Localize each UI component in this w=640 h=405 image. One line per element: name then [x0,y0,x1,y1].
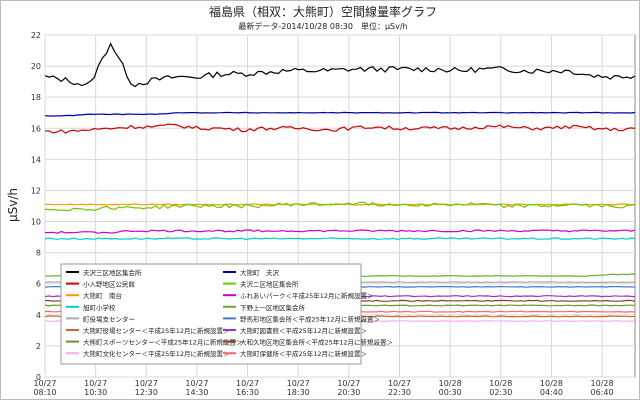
y-tick-label: 12 [31,186,41,195]
x-tick-time: 20:30 [337,388,360,397]
x-tick-date: 10/27 [388,379,411,388]
x-tick-time: 04:40 [540,388,563,397]
x-tick-time: 14:30 [185,388,208,397]
legend-entry: ふれあいパーク＜平成25年12月に新規設置＞ [240,291,374,300]
x-tick-date: 10/28 [489,379,512,388]
x-tick-time: 00:30 [439,388,462,397]
x-tick-time: 10:30 [84,388,107,397]
y-tick-label: 16 [31,124,41,133]
legend-entry: 下野上一区地区集会所 [240,303,306,312]
y-tick-label: 4 [36,311,41,320]
x-tick-date: 10/27 [236,379,259,388]
series-line [44,201,636,212]
legend-entry: 夫沢三区地区集会所 [83,268,142,277]
x-tick-date: 10/27 [185,379,208,388]
y-tick-label: 20 [31,62,41,71]
axes: 024681012141618202210/2708:1010/2710:301… [31,31,614,397]
y-tick-label: 10 [31,218,41,227]
legend-entry: 小入野地区公民館 [83,280,136,289]
y-tick-label: 6 [36,280,41,289]
x-tick-time: 22:30 [388,388,411,397]
y-tick-label: 22 [31,31,41,40]
legend-entry: 大熊町 南台 [83,291,122,300]
x-tick-date: 10/28 [540,379,563,388]
legend-entry: 夫沢二区地区集会所 [240,280,299,289]
x-tick-time: 08:10 [33,388,56,397]
x-tick-date: 10/28 [439,379,462,388]
y-tick-label: 0 [36,373,41,382]
x-tick-time: 02:30 [489,388,512,397]
y-tick-label: 18 [31,93,41,102]
x-tick-time: 18:30 [287,388,310,397]
x-tick-date: 10/27 [337,379,360,388]
series-line [44,111,636,117]
legend-entry: 大熊町文化センター＜平成25年12月に新規設置＞ [83,349,230,358]
legend-entry: 大熊町役場センター＜平成25年12月に新規設置＞ [83,326,230,335]
x-tick-time: 16:30 [236,388,259,397]
legend-box [60,263,362,365]
x-tick-time: 06:40 [591,388,614,397]
x-tick-time: 12:30 [135,388,158,397]
y-tick-label: 8 [36,249,41,258]
series-line [44,123,636,134]
legend-entry: 大熊町保健所＜平成25年12月に新規設置＞ [240,349,367,358]
series-line [44,42,636,88]
x-tick-date: 10/27 [33,379,56,388]
y-tick-label: 2 [36,342,41,351]
series-line [44,237,636,241]
legend-entry: 町役場支センター [83,314,135,323]
x-tick-date: 10/27 [84,379,107,388]
y-tick-label: 14 [31,155,41,164]
legend-entry: 大熊町図書館＜平成25年12月に新規設置＞ [240,326,367,335]
x-tick-date: 10/28 [591,379,614,388]
x-tick-date: 10/27 [287,379,310,388]
chart-title: 福島県（相双：大熊町）空間線量率グラフ [209,4,437,19]
legend-entry: 野馬形地区集会所＜平成25年12月に新規設置＞ [240,314,380,323]
legend-entry: 大熊町スポーツセンター＜平成25年12月に新規設置＞ [83,338,242,347]
x-tick-date: 10/27 [135,379,158,388]
series-line [45,229,636,234]
chart-subtitle: 最新データ-2014/10/28 08:30 単位：μSv/h [238,21,407,31]
legend-entry: 旭町小学校 [83,303,116,312]
y-axis-label: μSv/h [6,188,20,222]
legend-entry: 大熊町 夫沢 [240,268,280,277]
legend-entry: 大和久地区地区集会所＜平成25年12月に新規設置＞ [240,338,393,347]
